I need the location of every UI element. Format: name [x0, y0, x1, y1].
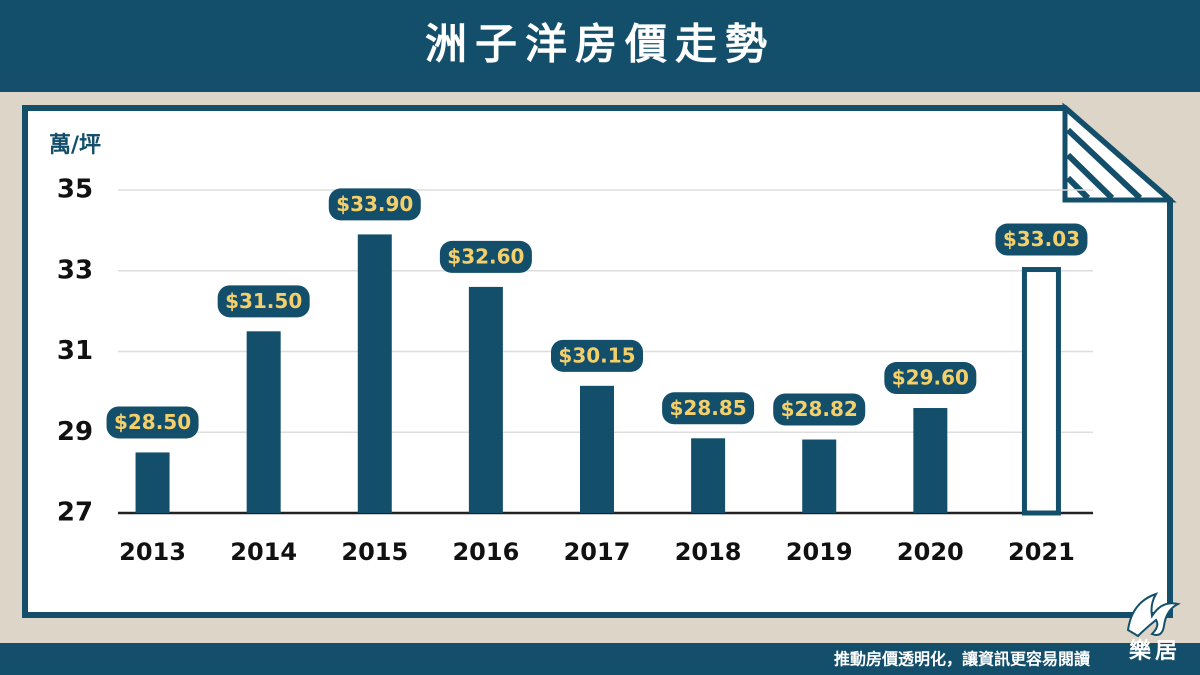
value-label: $29.60	[892, 366, 969, 390]
chart-title: 洲子洋房價走勢	[425, 20, 775, 69]
x-tick-label: 2017	[564, 538, 631, 566]
y-tick-label: 29	[57, 417, 93, 447]
value-label: $33.03	[1003, 227, 1080, 251]
bar	[1021, 267, 1061, 516]
bar	[802, 439, 837, 513]
value-label-bg	[995, 223, 1088, 256]
x-tick-label: 2013	[119, 538, 186, 566]
value-label-bg	[773, 393, 866, 426]
x-tick-label: 2021	[1008, 538, 1075, 566]
footer-band	[0, 643, 1200, 675]
value-label: $30.15	[558, 343, 635, 367]
value-label: $31.50	[225, 289, 302, 313]
x-tick-label: 2018	[675, 538, 742, 566]
y-tick-label: 27	[57, 498, 93, 528]
bar	[913, 408, 948, 513]
footer-text: 推動房價透明化，讓資訊更容易閱讀	[834, 650, 1090, 669]
value-label-bg	[439, 240, 532, 273]
x-tick-label: 2020	[897, 538, 964, 566]
x-tick-label: 2015	[341, 538, 408, 566]
bar	[468, 286, 503, 513]
logo-icon	[1126, 592, 1181, 638]
value-label-bg	[328, 188, 421, 221]
bar	[135, 452, 170, 513]
title-banner	[0, 0, 1200, 92]
value-label: $32.60	[447, 244, 524, 268]
bar	[580, 385, 614, 513]
value-label-bg	[884, 362, 977, 395]
x-tick-label: 2019	[786, 538, 853, 566]
value-label-bg	[662, 392, 755, 425]
value-label-bg	[551, 339, 643, 372]
bar	[691, 438, 726, 513]
y-tick-label: 35	[57, 175, 93, 205]
value-label: $28.85	[670, 396, 747, 420]
x-tick-label: 2014	[230, 538, 297, 566]
value-label-bg	[217, 285, 310, 318]
x-tick-label: 2016	[452, 538, 519, 566]
corner-stripes	[1065, 127, 1143, 201]
value-label: $28.50	[114, 410, 191, 434]
value-label-bg	[106, 406, 199, 439]
logo-text: 樂居	[1129, 638, 1181, 664]
bar	[357, 234, 392, 513]
bar	[246, 331, 281, 513]
value-label: $33.90	[336, 192, 413, 216]
value-label: $28.82	[781, 397, 858, 421]
y-axis-label: 萬/坪	[49, 133, 101, 158]
y-tick-label: 33	[57, 255, 93, 285]
y-tick-label: 31	[57, 336, 93, 366]
